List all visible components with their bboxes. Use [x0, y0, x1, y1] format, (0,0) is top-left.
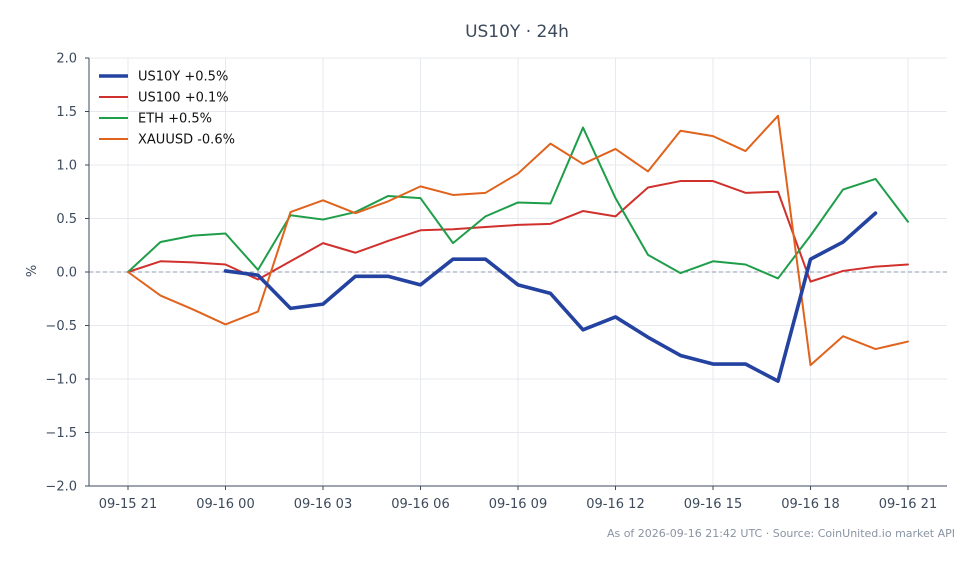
- x-tick-label: 09-16 00: [196, 497, 254, 512]
- legend-item-us10y: US10Y +0.5%: [99, 70, 228, 85]
- legend: US10Y +0.5% US100 +0.1% ETH +0.5% XAUUSD -0…: [99, 70, 235, 148]
- x-tick-label: 09-16 21: [879, 497, 937, 512]
- y-tick-label: −2.0: [45, 480, 77, 495]
- axes: 2.0 1.5 1.0 0.5 0.0 −0.5 −1.0 −1.5 −2.0 09-15 21 0…: [45, 52, 947, 512]
- legend-label: US100 +0.1%: [138, 91, 229, 106]
- y-tick-label: 1.0: [56, 159, 77, 174]
- y-axis-label: %: [25, 265, 40, 277]
- x-tick-label: 09-15 21: [99, 497, 157, 512]
- legend-item-us100: US100 +0.1%: [99, 91, 229, 106]
- x-tick-label: 09-16 09: [489, 497, 547, 512]
- series-line-us100: [127, 180, 909, 283]
- series-line-eth: [127, 126, 909, 280]
- legend-item-xauusd: XAUUSD -0.6%: [99, 133, 235, 148]
- chart-title: US10Y · 24h: [465, 22, 569, 42]
- source-footer: As of 2026-09-16 21:42 UTC · Source: Coi…: [607, 527, 955, 540]
- x-tick-label: 09-16 15: [684, 497, 742, 512]
- series-group: [127, 114, 909, 383]
- grid: [89, 57, 947, 487]
- y-tick-label: 0.5: [56, 212, 77, 227]
- series-line-xauusd: [127, 114, 909, 367]
- x-tick-label: 09-16 06: [391, 497, 449, 512]
- y-tick-label: −1.5: [45, 426, 77, 441]
- series-line-us10y: [223, 211, 878, 383]
- x-tick-label: 09-16 18: [781, 497, 839, 512]
- x-tick-label: 09-16 12: [586, 497, 644, 512]
- legend-item-eth: ETH +0.5%: [99, 112, 212, 127]
- legend-label: ETH +0.5%: [138, 112, 212, 127]
- legend-label: US10Y +0.5%: [138, 70, 228, 85]
- y-tick-label: 0.0: [56, 266, 77, 281]
- y-tick-label: −0.5: [45, 319, 77, 334]
- y-tick-label: 1.5: [56, 105, 77, 120]
- x-tick-label: 09-16 03: [294, 497, 352, 512]
- y-tick-label: −1.0: [45, 373, 77, 388]
- legend-label: XAUUSD -0.6%: [138, 133, 235, 148]
- y-tick-label: 2.0: [56, 52, 77, 67]
